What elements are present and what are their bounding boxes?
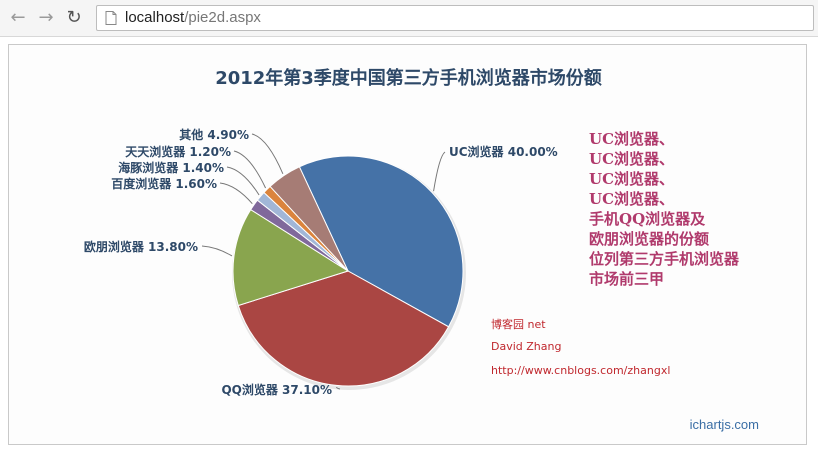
arrow-left-icon: ←: [10, 7, 26, 28]
credit-blog: 博客园 net: [491, 318, 546, 331]
annotation-text: UC浏览器、 UC浏览器、 UC浏览器、 UC浏览器、手机QQ浏览器及 欧朋浏览器的份额…: [589, 129, 789, 289]
slice-label: 天天浏览器 1.20%: [125, 144, 231, 159]
slice-label: 欧朋浏览器 13.80%: [84, 239, 198, 254]
page-icon: [105, 11, 117, 25]
chart-title: 2012年第3季度中国第三方手机浏览器市场份额: [215, 68, 602, 89]
annotation-line: 位列第三方手机浏览器: [589, 250, 740, 268]
credit-url[interactable]: http://www.cnblogs.com/zhangxl: [491, 364, 671, 377]
pie-chart: UC浏览器 40.00% QQ浏览器 37.10% 欧朋浏览器 13.80% 百度浏览…: [84, 127, 558, 397]
annotation-line: UC浏览器、: [589, 170, 675, 188]
url-text: localhost/pie2d.aspx: [125, 9, 261, 26]
browser-toolbar: ← → ↻ localhost/pie2d.aspx: [0, 0, 818, 37]
slice-label: 百度浏览器 1.60%: [111, 176, 217, 191]
annotation-line: 手机QQ浏览器及: [589, 210, 706, 228]
slice-label: 海豚浏览器 1.40%: [118, 160, 224, 175]
annotation-line: UC浏览器、: [589, 150, 675, 168]
pie-slice[interactable]: [298, 155, 464, 328]
leader-line: [226, 166, 260, 196]
slice-label: 其他 4.90%: [179, 127, 249, 142]
leader-line: [219, 182, 253, 205]
watermark[interactable]: ichartjs.com: [689, 417, 759, 432]
leader-line: [233, 150, 267, 189]
arrow-right-icon: →: [38, 7, 54, 28]
slice-label: UC浏览器 40.00%: [449, 144, 558, 159]
url-path: /pie2d.aspx: [184, 9, 261, 26]
leader-line: [433, 151, 446, 192]
pie-slice[interactable]: [232, 208, 350, 307]
annotation-line: 市场前三甲: [589, 270, 665, 288]
annotation-line: UC浏览器、: [589, 130, 675, 148]
pie-slice[interactable]: [269, 166, 349, 272]
leader-line: [201, 245, 233, 257]
back-button[interactable]: ←: [6, 6, 30, 30]
annotation-line: 欧朋浏览器的份额: [589, 230, 710, 248]
slice-label: QQ浏览器 37.10%: [221, 382, 332, 397]
reload-button[interactable]: ↻: [62, 6, 86, 30]
address-bar[interactable]: localhost/pie2d.aspx: [96, 5, 814, 31]
credit-author: David Zhang: [491, 340, 562, 353]
url-host: localhost: [125, 9, 185, 26]
annotation-line: UC浏览器、: [589, 190, 675, 208]
leader-line: [251, 133, 284, 174]
forward-button[interactable]: →: [34, 6, 58, 30]
pie-slice[interactable]: [237, 270, 450, 387]
chart-container: 2012年第3季度中国第三方手机浏览器市场份额 UC浏览器 40.00% QQ浏览…: [8, 44, 807, 445]
leader-line: [335, 387, 341, 390]
reload-icon: ↻: [66, 7, 82, 28]
